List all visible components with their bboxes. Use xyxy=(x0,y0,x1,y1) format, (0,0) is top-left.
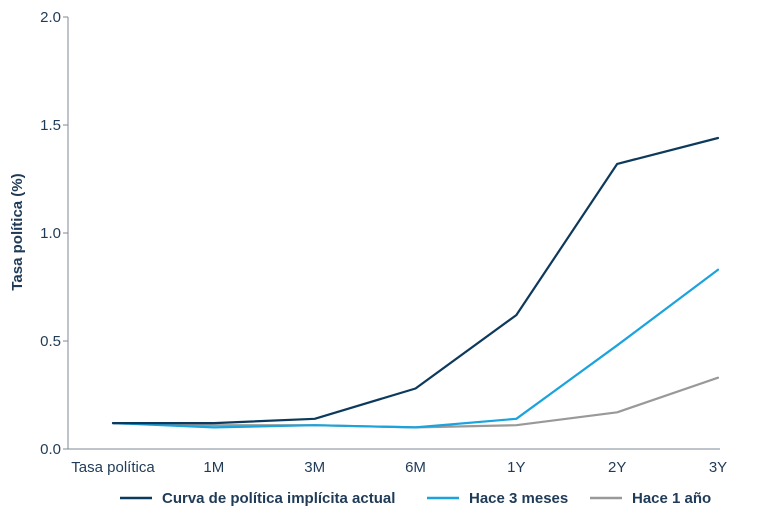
x-tick-label: 6M xyxy=(405,459,426,476)
legend-label: Curva de política implícita actual xyxy=(162,490,395,507)
series-line xyxy=(111,136,720,425)
y-tick-label: 1.0 xyxy=(40,225,61,242)
y-tick-label: 1.5 xyxy=(40,117,61,134)
x-tick-label: Tasa política xyxy=(71,459,155,476)
legend-label: Hace 3 meses xyxy=(469,490,568,507)
y-tick-label: 0.0 xyxy=(40,441,61,458)
x-tick-label: 1M xyxy=(203,459,224,476)
series-line xyxy=(111,376,720,429)
y-tick-label: 2.0 xyxy=(40,9,61,26)
x-tick-label: 1Y xyxy=(507,459,525,476)
legend-label: Hace 1 año xyxy=(632,490,711,507)
x-tick-label: 3M xyxy=(304,459,325,476)
series-line xyxy=(111,268,720,429)
x-tick-label: 2Y xyxy=(608,459,626,476)
x-tick-label: 3Y xyxy=(709,459,727,476)
y-tick-label: 0.5 xyxy=(40,333,61,350)
axes: 0.0 0.5 1.0 1.5 2.0 Tasa política 1M 3M 6M 1Y 2Y 3Y xyxy=(40,9,727,476)
series-layer xyxy=(111,136,720,429)
legend: Curva de política implícita actual Hace 3… xyxy=(120,490,711,507)
y-axis-title: Tasa política (%) xyxy=(9,173,26,290)
